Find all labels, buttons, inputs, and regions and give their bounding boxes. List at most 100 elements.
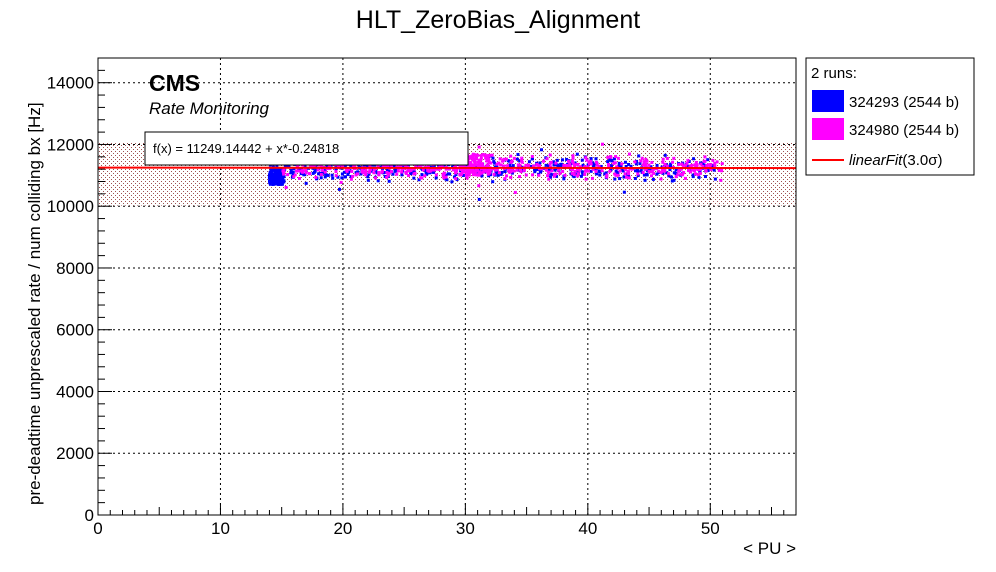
point-1-7 xyxy=(542,159,546,163)
point-0-226 xyxy=(500,170,504,174)
point-0-334 xyxy=(515,157,519,161)
point-0-276 xyxy=(544,163,548,167)
point-0-203 xyxy=(552,160,556,164)
point-1-231 xyxy=(585,169,589,173)
point-0-314 xyxy=(609,164,613,168)
cluster-point-1-78 xyxy=(469,170,473,174)
cluster-point-1-103 xyxy=(461,167,465,171)
point-1-73 xyxy=(576,162,580,166)
point-1-483 xyxy=(624,168,628,172)
point-0-396 xyxy=(346,172,350,176)
point-0-87 xyxy=(516,152,520,156)
point-0-90 xyxy=(340,172,344,176)
cluster-point-1-100 xyxy=(460,172,464,176)
cluster-point-0-148 xyxy=(277,180,281,184)
point-0-44 xyxy=(669,162,673,166)
point-1-25 xyxy=(659,177,663,181)
point-1-292 xyxy=(524,163,528,167)
point-1-512 xyxy=(608,169,612,173)
point-1-84 xyxy=(557,168,561,172)
point-1-220 xyxy=(640,156,644,160)
point-1-403 xyxy=(532,164,536,168)
point-1-99 xyxy=(339,180,343,184)
point-1-210 xyxy=(589,162,593,166)
point-1-405 xyxy=(544,167,548,171)
point-1-369 xyxy=(701,164,705,168)
point-1-518 xyxy=(495,168,499,172)
cluster-point-1-52 xyxy=(467,173,471,177)
point-1-396 xyxy=(546,170,550,174)
point-0-409 xyxy=(391,172,395,176)
point-1-355 xyxy=(689,170,693,174)
point-0-519 xyxy=(552,163,556,167)
point-1-325 xyxy=(661,160,665,164)
point-0-24 xyxy=(651,177,655,181)
point-1-415 xyxy=(512,156,516,160)
point-1-115 xyxy=(605,175,609,179)
point-1-456 xyxy=(687,168,691,172)
grid xyxy=(98,58,796,515)
y-tick-label-0: 0 xyxy=(85,506,94,525)
point-1-498 xyxy=(282,171,286,175)
point-1-410 xyxy=(376,165,380,169)
point-1-244 xyxy=(600,169,604,173)
point-1-145 xyxy=(499,163,503,167)
point-0-320 xyxy=(599,164,603,168)
point-1-438 xyxy=(641,171,645,175)
point-1-383 xyxy=(643,167,647,171)
point-0-155 xyxy=(477,197,481,201)
point-0-62 xyxy=(337,187,341,191)
point-1-283 xyxy=(369,167,373,171)
point-1-402 xyxy=(696,173,700,177)
point-0-32 xyxy=(324,172,328,176)
cluster-point-1-134 xyxy=(475,153,479,157)
point-1-324 xyxy=(636,172,640,176)
point-1-196 xyxy=(284,185,288,189)
point-1-348 xyxy=(565,163,569,167)
point-1-430 xyxy=(426,164,430,168)
point-1-356 xyxy=(520,159,524,163)
chart-title: HLT_ZeroBias_Alignment xyxy=(356,6,640,34)
point-1-179 xyxy=(519,170,523,174)
point-1-38 xyxy=(520,156,524,160)
point-1-475 xyxy=(588,161,592,165)
point-1-176 xyxy=(334,174,338,178)
y-tick-label-5: 10000 xyxy=(47,197,94,216)
point-1-514 xyxy=(387,171,391,175)
cluster-point-0-106 xyxy=(268,182,272,186)
cluster-point-1-41 xyxy=(461,169,465,173)
point-0-377 xyxy=(313,169,317,173)
point-1-362 xyxy=(419,176,423,180)
point-1-86 xyxy=(676,173,680,177)
point-0-89 xyxy=(643,178,647,182)
point-0-466 xyxy=(412,176,416,180)
point-0-51 xyxy=(581,163,585,167)
point-0-380 xyxy=(383,171,387,175)
cluster-point-0-159 xyxy=(270,172,274,176)
point-1-388 xyxy=(515,168,519,172)
point-0-429 xyxy=(645,168,649,172)
point-0-492 xyxy=(343,164,347,168)
point-0-454 xyxy=(594,157,598,161)
point-0-38 xyxy=(326,173,330,177)
point-1-307 xyxy=(316,168,320,172)
cluster-point-1-109 xyxy=(453,168,457,172)
point-1-327 xyxy=(627,172,631,176)
point-1-178 xyxy=(674,175,678,179)
point-1-368 xyxy=(505,174,509,178)
point-1-376 xyxy=(694,172,698,176)
cluster-point-1-151 xyxy=(478,162,482,166)
point-0-94 xyxy=(598,173,602,177)
point-0-210 xyxy=(393,169,397,173)
point-1-343 xyxy=(677,168,681,172)
point-1-36 xyxy=(595,163,599,167)
x-tick-label-3: 30 xyxy=(456,519,475,538)
cluster-point-0-150 xyxy=(275,171,279,175)
point-1-190 xyxy=(548,153,552,157)
point-0-388 xyxy=(319,176,323,180)
point-1-228 xyxy=(502,164,506,168)
point-1-47 xyxy=(698,171,702,175)
point-0-170 xyxy=(627,162,631,166)
point-1-340 xyxy=(600,142,604,146)
point-1-239 xyxy=(605,173,609,177)
